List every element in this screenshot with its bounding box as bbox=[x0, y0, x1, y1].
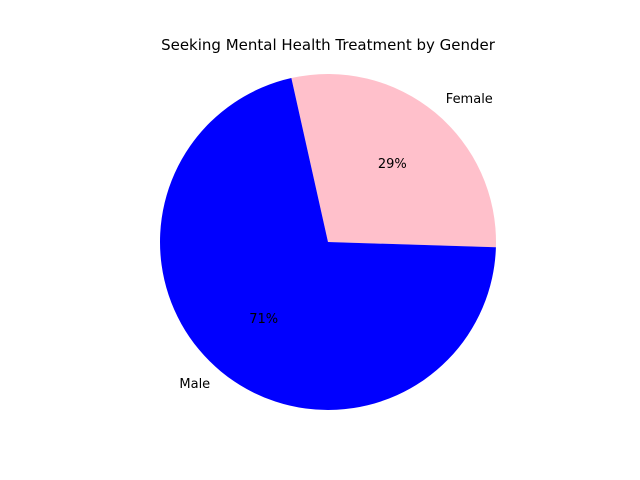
pie-slice-male bbox=[160, 78, 496, 411]
pie-slice-female bbox=[291, 74, 497, 248]
labels-layer: 29% Female 71% Male bbox=[179, 92, 492, 392]
pct-label-female: 29% bbox=[378, 157, 407, 172]
pct-label-male: 71% bbox=[249, 312, 278, 327]
chart-title: Seeking Mental Health Treatment by Gende… bbox=[161, 36, 496, 54]
slices-layer bbox=[160, 74, 497, 411]
slice-label-female: Female bbox=[446, 92, 493, 107]
slice-label-male: Male bbox=[179, 377, 210, 392]
